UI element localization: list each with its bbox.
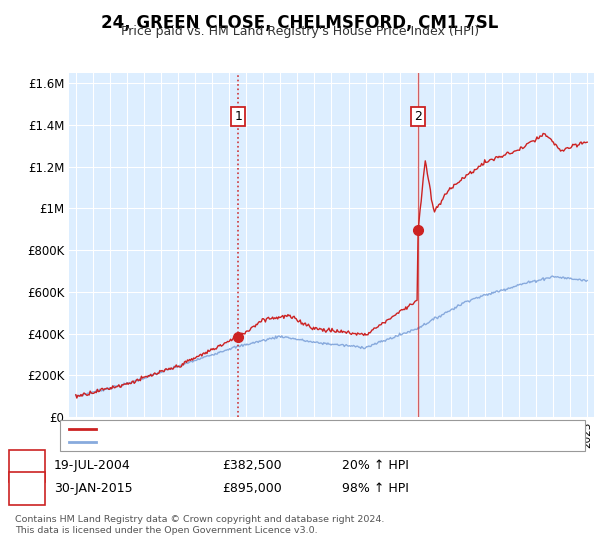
Text: 30-JAN-2015: 30-JAN-2015: [54, 482, 133, 495]
Text: 2: 2: [23, 482, 31, 495]
Text: £382,500: £382,500: [222, 459, 281, 473]
Text: 19-JUL-2004: 19-JUL-2004: [54, 459, 131, 473]
Text: 24, GREEN CLOSE, CHELMSFORD, CM1 7SL: 24, GREEN CLOSE, CHELMSFORD, CM1 7SL: [101, 14, 499, 32]
Text: 1: 1: [23, 459, 31, 473]
Text: 24, GREEN CLOSE, CHELMSFORD, CM1 7SL (detached house): 24, GREEN CLOSE, CHELMSFORD, CM1 7SL (de…: [102, 423, 437, 433]
Text: Contains HM Land Registry data © Crown copyright and database right 2024.: Contains HM Land Registry data © Crown c…: [15, 515, 385, 524]
Text: 20% ↑ HPI: 20% ↑ HPI: [342, 459, 409, 473]
Text: 2: 2: [414, 110, 422, 123]
Text: £895,000: £895,000: [222, 482, 282, 495]
Text: This data is licensed under the Open Government Licence v3.0.: This data is licensed under the Open Gov…: [15, 526, 317, 535]
Text: 1: 1: [235, 110, 242, 123]
Text: HPI: Average price, detached house, Chelmsford: HPI: Average price, detached house, Chel…: [102, 437, 367, 447]
Text: Price paid vs. HM Land Registry's House Price Index (HPI): Price paid vs. HM Land Registry's House …: [121, 25, 479, 38]
Text: 98% ↑ HPI: 98% ↑ HPI: [342, 482, 409, 495]
